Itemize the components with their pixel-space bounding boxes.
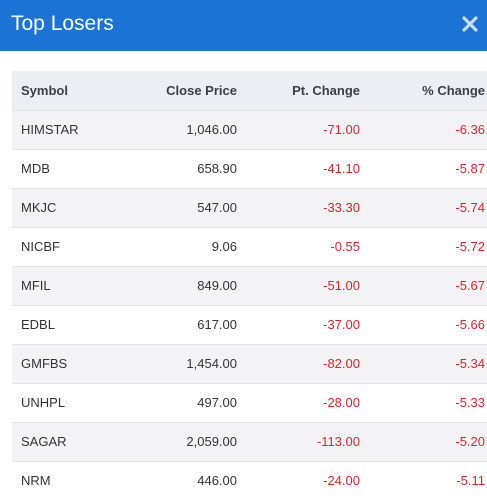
- table-header-row: Symbol Close Price Pt. Change % Change: [12, 71, 487, 110]
- symbol-cell[interactable]: NICBF: [21, 239, 60, 254]
- close-price-cell: 1,454.00: [186, 356, 237, 371]
- table-row[interactable]: MFIL 849.00 -51.00 -5.67: [12, 266, 487, 305]
- symbol-cell[interactable]: MFIL: [21, 278, 51, 293]
- pct-change-cell: -5.34: [455, 356, 485, 371]
- pt-change-cell: -82.00: [323, 356, 360, 371]
- table-row[interactable]: EDBL 617.00 -37.00 -5.66: [12, 305, 487, 344]
- close-price-cell: 497.00: [197, 395, 237, 410]
- pct-change-cell: -5.67: [455, 278, 485, 293]
- table-row[interactable]: NICBF 9.06 -0.55 -5.72: [12, 227, 487, 266]
- modal-header: Top Losers: [0, 0, 487, 51]
- losers-table-container: Symbol Close Price Pt. Change % Change H…: [12, 71, 487, 496]
- close-price-cell: 2,059.00: [186, 434, 237, 449]
- symbol-cell[interactable]: MKJC: [21, 200, 57, 215]
- pt-change-cell: -24.00: [323, 473, 360, 489]
- pt-change-cell: -71.00: [323, 122, 360, 137]
- symbol-cell[interactable]: GMFBS: [21, 356, 68, 371]
- close-price-cell: 849.00: [197, 278, 237, 293]
- pt-change-cell: -113.00: [316, 434, 360, 449]
- column-header-pct-change[interactable]: % Change: [422, 82, 485, 98]
- close-price-cell: 446.00: [197, 473, 237, 489]
- pt-change-cell: -0.55: [330, 239, 360, 254]
- table-row[interactable]: HIMSTAR 1,046.00 -71.00 -6.36: [12, 110, 487, 149]
- table-row[interactable]: SAGAR 2,059.00 -113.00 -5.20: [12, 422, 487, 461]
- pct-change-cell: -5.20: [455, 434, 485, 449]
- pt-change-cell: -51.00: [323, 278, 360, 293]
- symbol-cell[interactable]: UNHPL: [21, 395, 66, 410]
- close-price-cell: 547.00: [197, 200, 237, 215]
- table-row[interactable]: NRM 446.00 -24.00 -5.11: [12, 461, 487, 496]
- close-price-cell: 9.06: [211, 239, 237, 254]
- modal-title: Top Losers: [11, 12, 114, 35]
- symbol-cell[interactable]: SAGAR: [21, 434, 67, 449]
- pct-change-cell: -5.66: [455, 317, 485, 332]
- table-row[interactable]: UNHPL 497.00 -28.00 -5.33: [12, 383, 487, 422]
- table-row[interactable]: GMFBS 1,454.00 -82.00 -5.34: [12, 344, 487, 383]
- close-button[interactable]: [461, 15, 479, 33]
- close-price-cell: 658.90: [197, 161, 237, 176]
- pt-change-cell: -33.30: [323, 200, 360, 215]
- losers-table: Symbol Close Price Pt. Change % Change H…: [12, 71, 487, 496]
- column-header-close-price[interactable]: Close Price: [166, 82, 237, 98]
- pct-change-cell: -5.11: [456, 473, 485, 489]
- symbol-cell[interactable]: NRM: [21, 473, 51, 489]
- pt-change-cell: -28.00: [323, 395, 360, 410]
- pct-change-cell: -6.36: [455, 122, 485, 137]
- pt-change-cell: -37.00: [323, 317, 360, 332]
- close-price-cell: 1,046.00: [186, 122, 237, 137]
- pt-change-cell: -41.10: [323, 161, 360, 176]
- column-header-pt-change[interactable]: Pt. Change: [292, 82, 360, 98]
- symbol-cell[interactable]: MDB: [21, 161, 50, 176]
- column-header-symbol[interactable]: Symbol: [21, 82, 68, 98]
- close-x-icon: [462, 16, 478, 32]
- pct-change-cell: -5.74: [455, 200, 485, 215]
- symbol-cell[interactable]: HIMSTAR: [21, 122, 79, 137]
- table-row[interactable]: MDB 658.90 -41.10 -5.87: [12, 149, 487, 188]
- pct-change-cell: -5.87: [455, 161, 485, 176]
- symbol-cell[interactable]: EDBL: [21, 317, 55, 332]
- pct-change-cell: -5.33: [455, 395, 485, 410]
- table-row[interactable]: MKJC 547.00 -33.30 -5.74: [12, 188, 487, 227]
- close-price-cell: 617.00: [197, 317, 237, 332]
- pct-change-cell: -5.72: [455, 239, 485, 254]
